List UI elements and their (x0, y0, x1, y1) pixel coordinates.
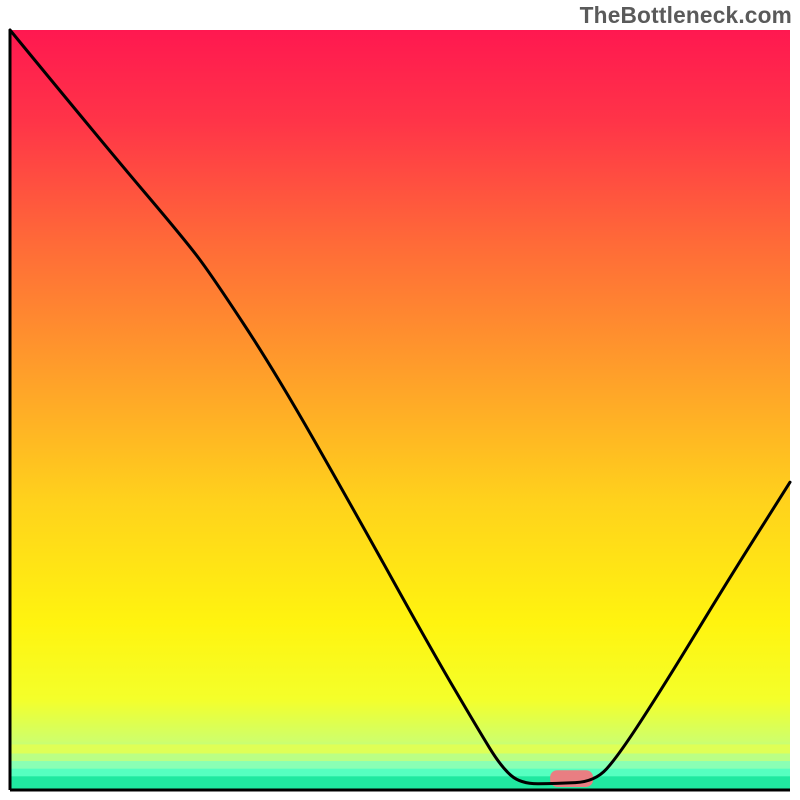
bottleneck-chart (0, 0, 800, 800)
chart-band (10, 769, 790, 777)
chart-background-gradient (10, 30, 790, 790)
chart-container: TheBottleneck.com (0, 0, 800, 800)
watermark-text: TheBottleneck.com (580, 2, 792, 29)
chart-band (10, 754, 790, 762)
chart-band (10, 776, 790, 790)
chart-band (10, 761, 790, 769)
chart-band (10, 744, 790, 753)
